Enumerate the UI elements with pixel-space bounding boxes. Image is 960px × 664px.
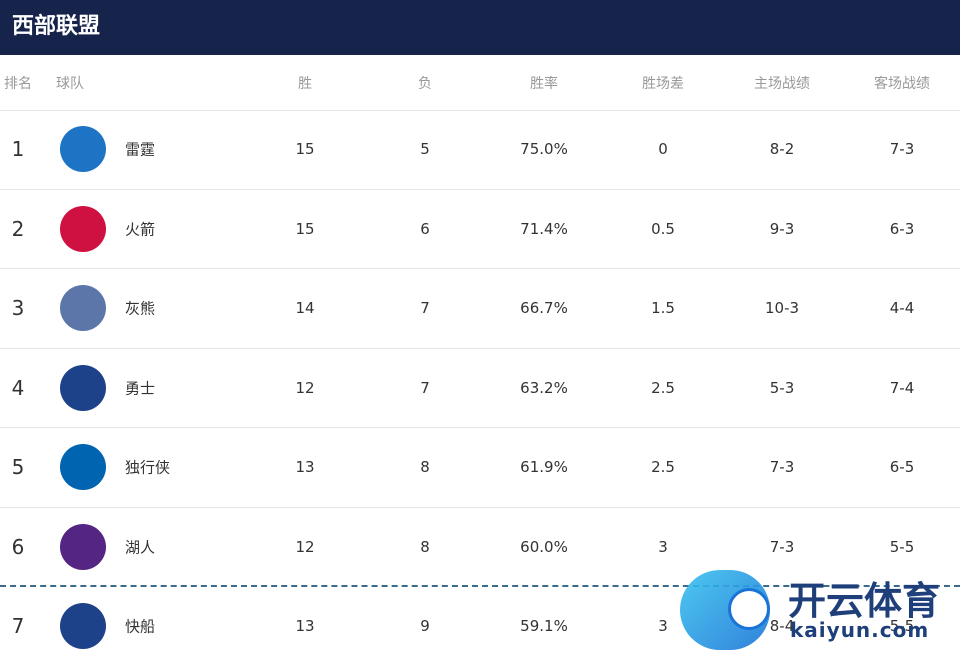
rank: 6 bbox=[11, 534, 25, 559]
team-name: 勇士 bbox=[125, 379, 156, 397]
row-separator bbox=[0, 506, 960, 508]
rank: 5 bbox=[11, 455, 25, 479]
watermark-brand: 开云体育 bbox=[788, 579, 941, 623]
stat: 8-4 bbox=[769, 617, 795, 635]
stat: 5-5 bbox=[889, 617, 915, 635]
watermark: 开云体育 kaiyun.com bbox=[676, 562, 960, 664]
stat: 2.5 bbox=[651, 458, 675, 476]
stat: 9-3 bbox=[769, 219, 795, 238]
rank: 3 bbox=[11, 296, 25, 320]
stat: 12 bbox=[295, 537, 315, 556]
stat: 12 bbox=[295, 378, 315, 397]
stat: 15 bbox=[295, 219, 315, 238]
rank: 2 bbox=[11, 216, 25, 241]
stat: 6-3 bbox=[889, 219, 915, 238]
team-logo bbox=[60, 603, 106, 649]
stat: 5 bbox=[420, 140, 430, 158]
stat: 60.0% bbox=[520, 537, 568, 556]
row-separator bbox=[0, 427, 960, 428]
stat: 66.7% bbox=[520, 299, 568, 317]
stat: 8 bbox=[420, 458, 430, 476]
team-name: 独行侠 bbox=[125, 458, 171, 477]
stat: 6 bbox=[420, 219, 430, 238]
column-header: 胜率 bbox=[530, 76, 558, 92]
stat: 8 bbox=[420, 537, 430, 556]
header-bar: 西部联盟 bbox=[0, 0, 960, 55]
stat: 1.5 bbox=[651, 299, 675, 317]
stat: 7-3 bbox=[769, 537, 795, 556]
stat: 7 bbox=[420, 378, 430, 397]
team-logo bbox=[60, 523, 106, 570]
watermark-site: kaiyun.com bbox=[790, 618, 930, 642]
stat: 7-4 bbox=[889, 378, 915, 397]
stat: 13 bbox=[295, 458, 315, 476]
team-logo bbox=[60, 364, 106, 411]
row-separator bbox=[0, 188, 960, 190]
stat: 14 bbox=[295, 299, 315, 317]
stat: 2.5 bbox=[651, 378, 675, 397]
column-header: 胜场差 bbox=[642, 76, 684, 92]
column-header: 负 bbox=[418, 76, 432, 92]
stat: 0.5 bbox=[651, 219, 675, 238]
stat: 7-3 bbox=[769, 458, 795, 476]
stat: 7 bbox=[420, 299, 430, 317]
team-name: 湖人 bbox=[125, 538, 156, 556]
stat: 59.1% bbox=[520, 617, 568, 635]
stat: 4-4 bbox=[889, 299, 915, 317]
title: 西部联盟 bbox=[12, 14, 101, 39]
rank: 7 bbox=[11, 614, 25, 638]
team-logo bbox=[60, 285, 106, 331]
team-logo bbox=[60, 205, 106, 252]
team-name: 快船 bbox=[125, 617, 156, 636]
column-header: 客场战绩 bbox=[874, 76, 930, 92]
team-logo bbox=[60, 126, 106, 172]
stat: 13 bbox=[295, 617, 315, 635]
stat: 9 bbox=[420, 617, 430, 635]
row-separator bbox=[0, 347, 960, 349]
playoff-line bbox=[0, 585, 960, 587]
stat: 8-2 bbox=[769, 140, 795, 158]
rank: 4 bbox=[11, 375, 25, 400]
stat: 75.0% bbox=[520, 140, 568, 158]
stat: 5-3 bbox=[769, 378, 795, 397]
stat: 3 bbox=[658, 617, 668, 635]
stat: 6-5 bbox=[889, 458, 915, 476]
stat: 63.2% bbox=[520, 378, 568, 397]
stat: 0 bbox=[658, 140, 668, 158]
column-header: 主场战绩 bbox=[754, 76, 810, 92]
row-separator bbox=[0, 110, 960, 111]
stat: 71.4% bbox=[520, 219, 568, 238]
stat: 3 bbox=[658, 537, 668, 556]
stat: 5-5 bbox=[889, 537, 915, 556]
watermark-ball bbox=[728, 588, 770, 630]
team-name: 雷霆 bbox=[125, 140, 156, 159]
row-separator bbox=[0, 268, 960, 269]
stat: 61.9% bbox=[520, 458, 568, 476]
stat: 10-3 bbox=[764, 299, 800, 317]
stat: 7-3 bbox=[889, 140, 915, 158]
rank: 1 bbox=[11, 137, 25, 161]
stat: 15 bbox=[295, 140, 315, 158]
column-header: 球队 bbox=[56, 76, 84, 92]
team-logo bbox=[60, 444, 106, 490]
team-name: 火箭 bbox=[125, 220, 156, 238]
column-header: 胜 bbox=[298, 76, 312, 92]
team-name: 灰熊 bbox=[125, 299, 156, 318]
column-header: 排名 bbox=[4, 76, 32, 92]
